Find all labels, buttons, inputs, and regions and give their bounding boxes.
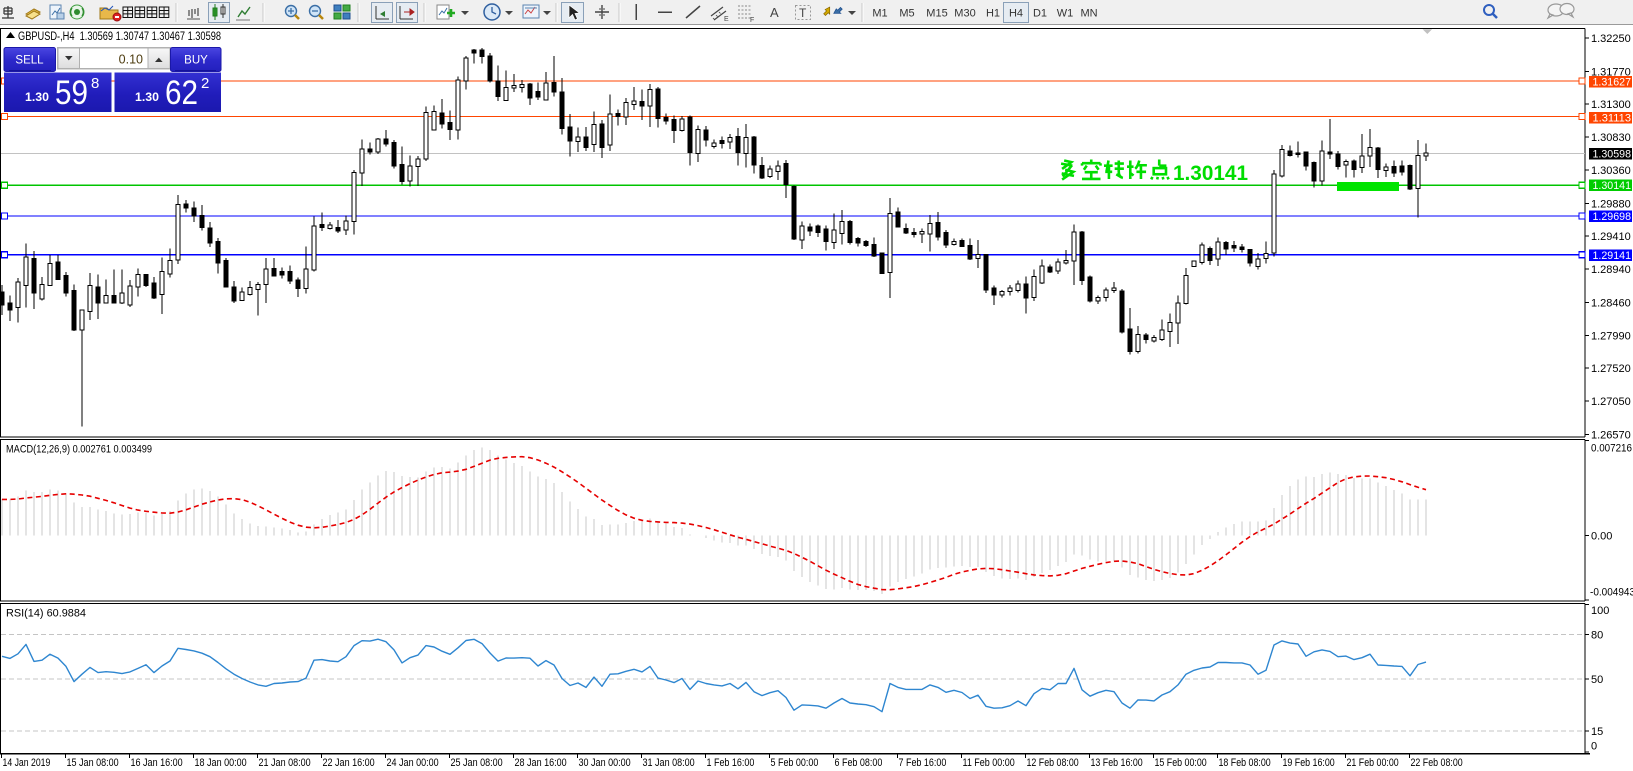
svg-text:100: 100 bbox=[1591, 605, 1609, 617]
svg-text:1.31113: 1.31113 bbox=[1593, 112, 1632, 124]
svg-text:1.31770: 1.31770 bbox=[1591, 66, 1631, 78]
svg-text:30 Jan 00:00: 30 Jan 00:00 bbox=[579, 757, 631, 769]
svg-text:RSI(14) 60.9884: RSI(14) 60.9884 bbox=[6, 608, 86, 620]
svg-text:1.30360: 1.30360 bbox=[1591, 165, 1631, 177]
svg-text:A: A bbox=[770, 5, 779, 20]
svg-text:1.29880: 1.29880 bbox=[1591, 198, 1631, 210]
svg-text:M15: M15 bbox=[926, 8, 947, 20]
svg-text:1.28940: 1.28940 bbox=[1591, 264, 1631, 276]
svg-text:62: 62 bbox=[165, 74, 198, 112]
svg-text:16 Jan 16:00: 16 Jan 16:00 bbox=[131, 757, 183, 769]
svg-text:1.29698: 1.29698 bbox=[1593, 211, 1632, 223]
svg-text:GBPUSD-,H4 1.30569 1.30747 1.: GBPUSD-,H4 1.30569 1.30747 1.30467 1.305… bbox=[18, 31, 221, 43]
svg-text:19 Feb 16:00: 19 Feb 16:00 bbox=[1283, 757, 1335, 769]
svg-text:W1: W1 bbox=[1057, 8, 1074, 20]
svg-text:1.30: 1.30 bbox=[25, 90, 49, 104]
svg-text:24 Jan 00:00: 24 Jan 00:00 bbox=[387, 757, 439, 769]
svg-text:31 Jan 08:00: 31 Jan 08:00 bbox=[643, 757, 695, 769]
svg-text:1.30: 1.30 bbox=[135, 90, 159, 104]
svg-text:BUY: BUY bbox=[184, 55, 208, 67]
svg-text:1.28460: 1.28460 bbox=[1591, 298, 1631, 310]
svg-text:15 Jan 08:00: 15 Jan 08:00 bbox=[67, 757, 119, 769]
svg-text:1.27050: 1.27050 bbox=[1591, 396, 1631, 408]
svg-text:22 Feb 08:00: 22 Feb 08:00 bbox=[1411, 757, 1463, 769]
svg-text:1.29410: 1.29410 bbox=[1591, 231, 1631, 243]
svg-text:1.31627: 1.31627 bbox=[1593, 76, 1632, 88]
svg-text:MACD(12,26,9) 0.002761 0.00349: MACD(12,26,9) 0.002761 0.003499 bbox=[6, 444, 152, 456]
svg-text:D1: D1 bbox=[1033, 8, 1047, 20]
svg-text:5 Feb 00:00: 5 Feb 00:00 bbox=[771, 757, 819, 769]
svg-text:14 Jan 2019: 14 Jan 2019 bbox=[3, 757, 51, 769]
svg-text:1.32250: 1.32250 bbox=[1591, 33, 1631, 45]
svg-text:2: 2 bbox=[201, 75, 209, 92]
svg-text:0: 0 bbox=[1591, 741, 1597, 753]
svg-text:F: F bbox=[750, 17, 754, 24]
svg-text:0.10: 0.10 bbox=[119, 53, 143, 67]
svg-text:11 Feb 00:00: 11 Feb 00:00 bbox=[963, 757, 1015, 769]
svg-text:1.26570: 1.26570 bbox=[1591, 430, 1631, 442]
svg-text:15 Feb 00:00: 15 Feb 00:00 bbox=[1155, 757, 1207, 769]
svg-text:21 Jan 08:00: 21 Jan 08:00 bbox=[259, 757, 311, 769]
svg-text:0.007216: 0.007216 bbox=[1591, 443, 1632, 455]
svg-text:22 Jan 16:00: 22 Jan 16:00 bbox=[323, 757, 375, 769]
svg-text:1.30598: 1.30598 bbox=[1593, 148, 1632, 160]
svg-text:18 Jan 00:00: 18 Jan 00:00 bbox=[195, 757, 247, 769]
svg-text:1.29141: 1.29141 bbox=[1593, 250, 1632, 262]
svg-text:12 Feb 08:00: 12 Feb 08:00 bbox=[1027, 757, 1079, 769]
svg-text:M1: M1 bbox=[872, 8, 887, 20]
svg-text:28 Jan 16:00: 28 Jan 16:00 bbox=[515, 757, 567, 769]
svg-text:1.30830: 1.30830 bbox=[1591, 132, 1631, 144]
svg-text:21 Feb 00:00: 21 Feb 00:00 bbox=[1347, 757, 1399, 769]
svg-text:25 Jan 08:00: 25 Jan 08:00 bbox=[451, 757, 503, 769]
svg-text:H1: H1 bbox=[986, 8, 1000, 20]
svg-text:80: 80 bbox=[1591, 629, 1603, 641]
svg-text:1.30141: 1.30141 bbox=[1593, 180, 1632, 192]
svg-text:-0.004943: -0.004943 bbox=[1590, 587, 1633, 599]
svg-text:0.00: 0.00 bbox=[1591, 531, 1612, 543]
svg-text:18 Feb 08:00: 18 Feb 08:00 bbox=[1219, 757, 1271, 769]
svg-text:59: 59 bbox=[55, 74, 88, 112]
svg-text:7 Feb 16:00: 7 Feb 16:00 bbox=[899, 757, 947, 769]
svg-text:SELL: SELL bbox=[15, 55, 44, 67]
svg-text:13 Feb 16:00: 13 Feb 16:00 bbox=[1091, 757, 1143, 769]
svg-text:50: 50 bbox=[1591, 674, 1603, 686]
svg-text:15: 15 bbox=[1591, 726, 1603, 738]
svg-text:T: T bbox=[799, 6, 807, 20]
svg-text:M5: M5 bbox=[899, 8, 914, 20]
svg-text:1.27520: 1.27520 bbox=[1591, 363, 1631, 375]
svg-text:MN: MN bbox=[1080, 8, 1097, 20]
svg-text:1 Feb 16:00: 1 Feb 16:00 bbox=[707, 757, 755, 769]
svg-text:H4: H4 bbox=[1009, 8, 1023, 20]
svg-text:6 Feb 08:00: 6 Feb 08:00 bbox=[835, 757, 883, 769]
svg-text:1.31300: 1.31300 bbox=[1591, 99, 1631, 111]
svg-text:M30: M30 bbox=[954, 8, 975, 20]
svg-text:1.27990: 1.27990 bbox=[1591, 330, 1631, 342]
svg-text:1.30141: 1.30141 bbox=[1173, 162, 1248, 185]
svg-text:E: E bbox=[724, 16, 729, 23]
svg-text:8: 8 bbox=[91, 75, 99, 92]
